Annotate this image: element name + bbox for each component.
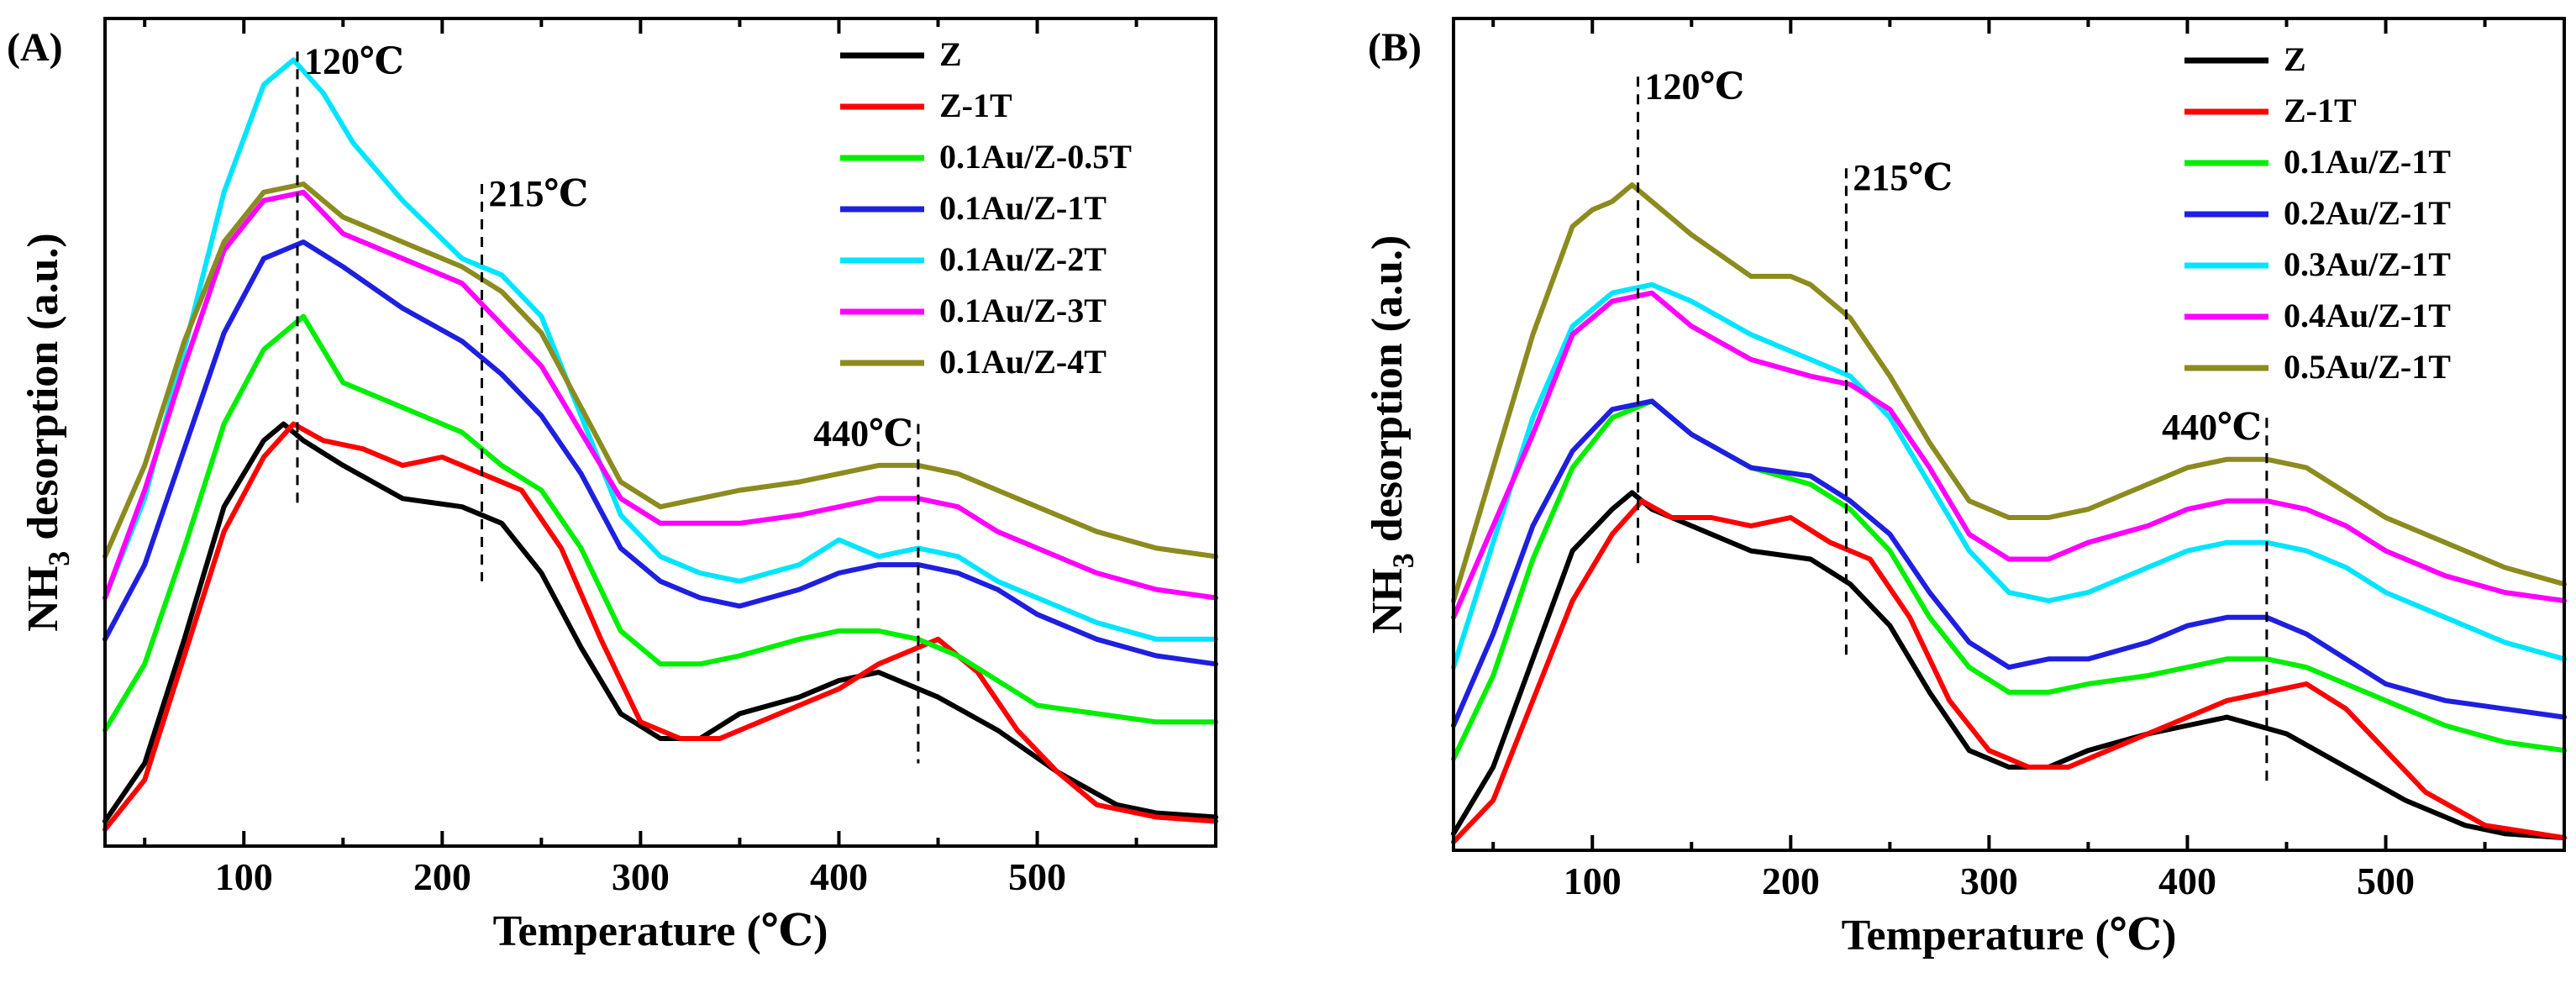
- series-line-z: [1451, 490, 2567, 841]
- series-line-0-1au-z-1t: [1451, 398, 2567, 762]
- y-axis-title: NH3 desorption (a.u.): [1364, 235, 1420, 634]
- annotation-label: 215℃: [489, 173, 589, 214]
- x-tick-label: 500: [1008, 855, 1066, 898]
- x-axis-title: Temperature (℃): [493, 907, 828, 955]
- chart-panel-b: (B) 120℃ 215℃ 440℃ 100 200 300 400 500 Temperatur…: [1364, 17, 2567, 960]
- x-tick-label: 400: [2158, 860, 2216, 902]
- x-tick-label: 500: [2357, 860, 2415, 902]
- annotation-label: 440℃: [813, 413, 913, 455]
- x-tick-label: 300: [1960, 860, 2018, 902]
- legend: Z Z-1T 0.1Au/Z-0.5T 0.1Au/Z-1T 0.1Au/Z-2T 0.1…: [840, 35, 1132, 381]
- series-line-0-2au-z-1t: [1451, 398, 2567, 728]
- x-tick-label: 100: [1564, 860, 1622, 902]
- legend-label: 0.4Au/Z-1T: [2284, 297, 2451, 334]
- x-tick-label: 300: [612, 855, 670, 898]
- legend-label: Z-1T: [939, 87, 1012, 124]
- legend-label: 0.1Au/Z-1T: [939, 189, 1107, 227]
- plot-frame: [1452, 17, 2566, 852]
- series-line-0-3au-z-1t: [1451, 281, 2567, 670]
- series-line-0-1au-z-2t: [103, 57, 1218, 642]
- series-line-0-1au-z-0-5t: [103, 313, 1218, 733]
- legend-label: 0.1Au/Z-2T: [939, 240, 1107, 278]
- series-line-z: [103, 421, 1218, 824]
- panel-label: (A): [7, 25, 63, 70]
- x-axis-title: Temperature (℃): [1842, 912, 2177, 960]
- x-tick-label: 400: [810, 855, 868, 898]
- plot-frame: [103, 17, 1217, 848]
- panel-label: (B): [1368, 25, 1422, 70]
- series-line-z-1t: [103, 421, 1218, 833]
- annotation-label: 120℃: [304, 40, 404, 81]
- x-tick-label: 200: [1762, 860, 1820, 902]
- series-line-0-1au-z-1t: [103, 239, 1218, 667]
- legend-label: 0.5Au/Z-1T: [2284, 348, 2451, 386]
- series-line-0-1au-z-3t: [103, 189, 1218, 601]
- x-tick-label: 100: [215, 855, 273, 898]
- legend-label: 0.1Au/Z-0.5T: [939, 138, 1132, 176]
- x-tick-label: 200: [413, 855, 471, 898]
- annotation-label: 120℃: [1645, 66, 1745, 107]
- legend-label: 0.3Au/Z-1T: [2284, 245, 2451, 283]
- series-line-0-5au-z-1t: [1451, 182, 2567, 603]
- series-line-z-1t: [1451, 498, 2567, 845]
- legend-label: 0.1Au/Z-1T: [2284, 143, 2451, 181]
- y-axis-title: NH3 desorption (a.u.): [19, 233, 76, 631]
- legend-label: Z-1T: [2284, 92, 2357, 129]
- legend-label: 0.1Au/Z-4T: [939, 343, 1107, 381]
- chart-panel-a: (A) 120℃ 215℃ 440℃ 100 200 300 400 500 Temperatur…: [7, 17, 1218, 955]
- legend: Z Z-1T 0.1Au/Z-1T 0.2Au/Z-1T 0.3Au/Z-1T 0.4Au…: [2184, 40, 2451, 386]
- legend-label: 0.1Au/Z-3T: [939, 292, 1107, 329]
- series-line-0-4au-z-1t: [1451, 290, 2567, 620]
- legend-label: Z: [939, 35, 962, 73]
- legend-label: 0.2Au/Z-1T: [2284, 194, 2451, 232]
- annotation-label: 440℃: [2162, 407, 2262, 448]
- annotation-label: 215℃: [1853, 157, 1953, 198]
- series-line-0-1au-z-4t: [103, 181, 1218, 560]
- legend-label: Z: [2284, 40, 2306, 78]
